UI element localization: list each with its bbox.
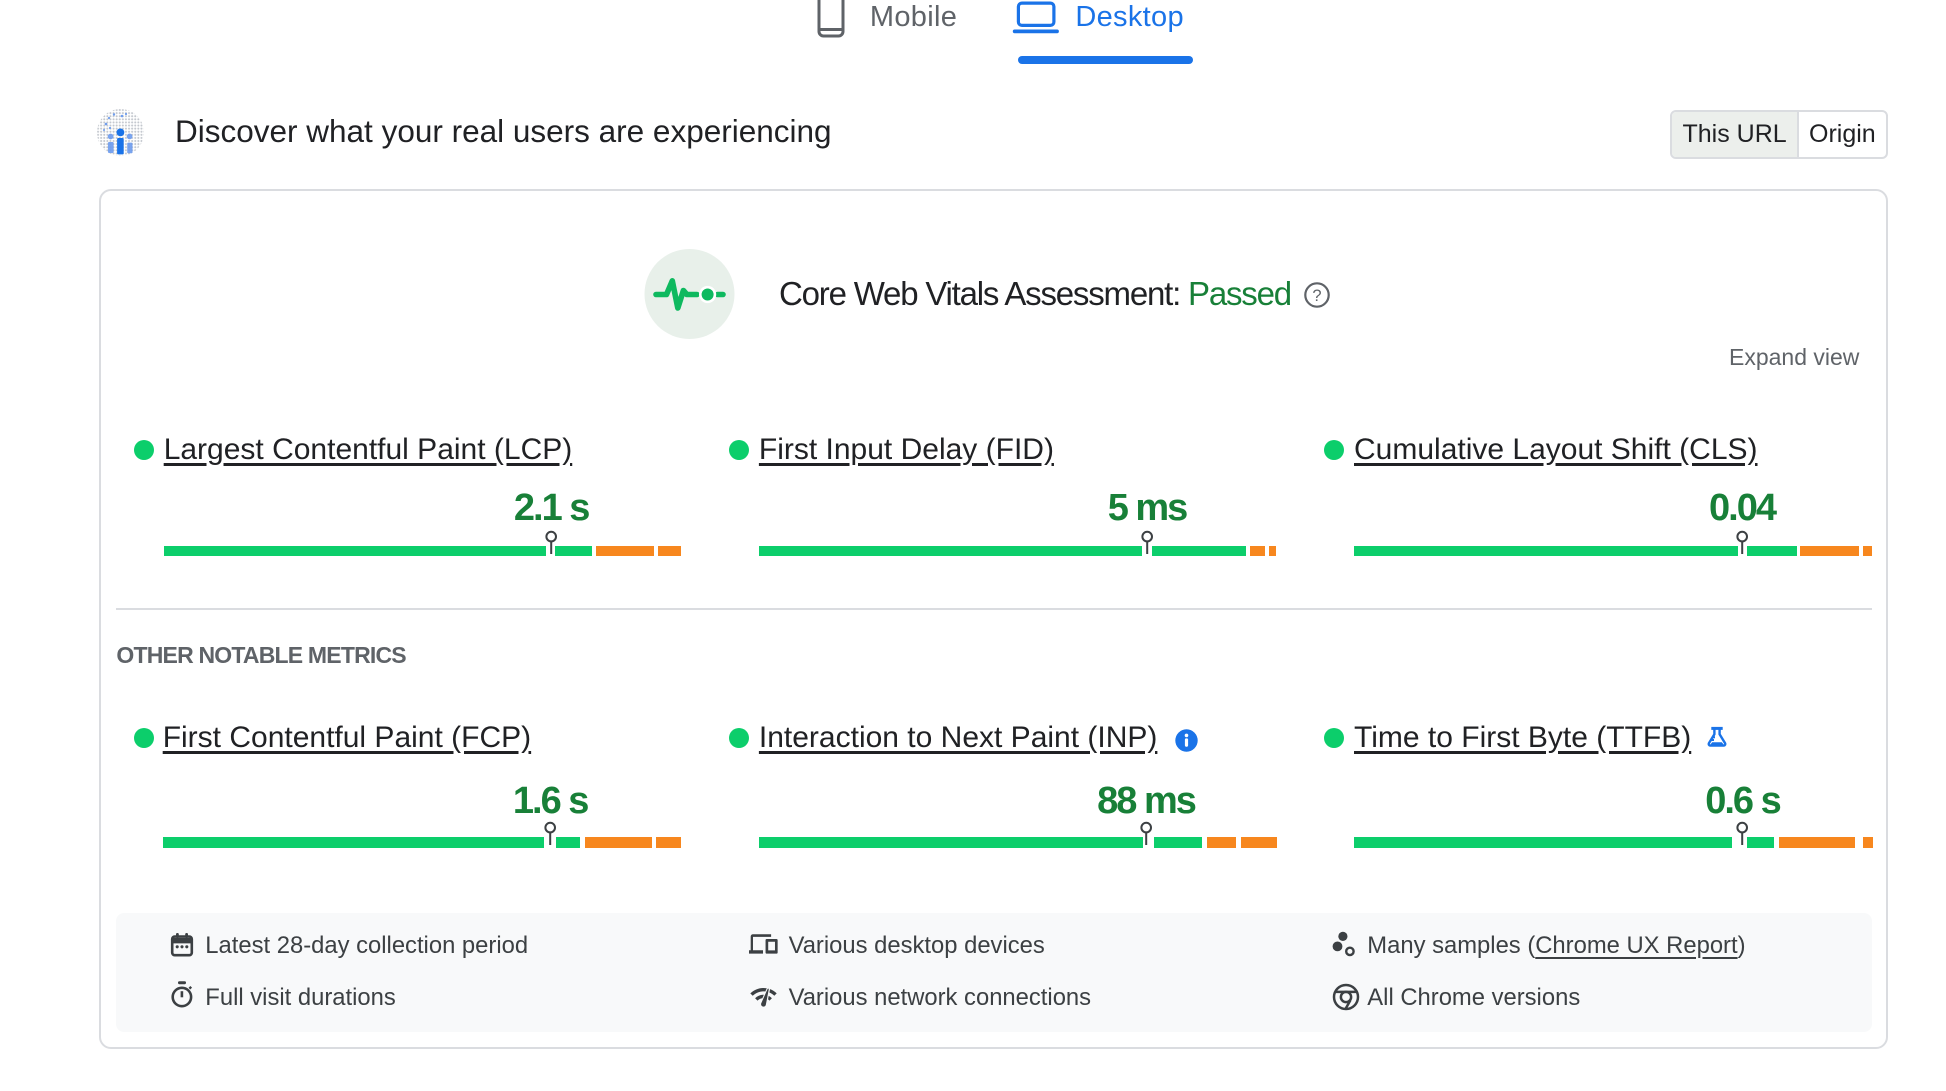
svg-text:?: ?	[1312, 287, 1321, 305]
